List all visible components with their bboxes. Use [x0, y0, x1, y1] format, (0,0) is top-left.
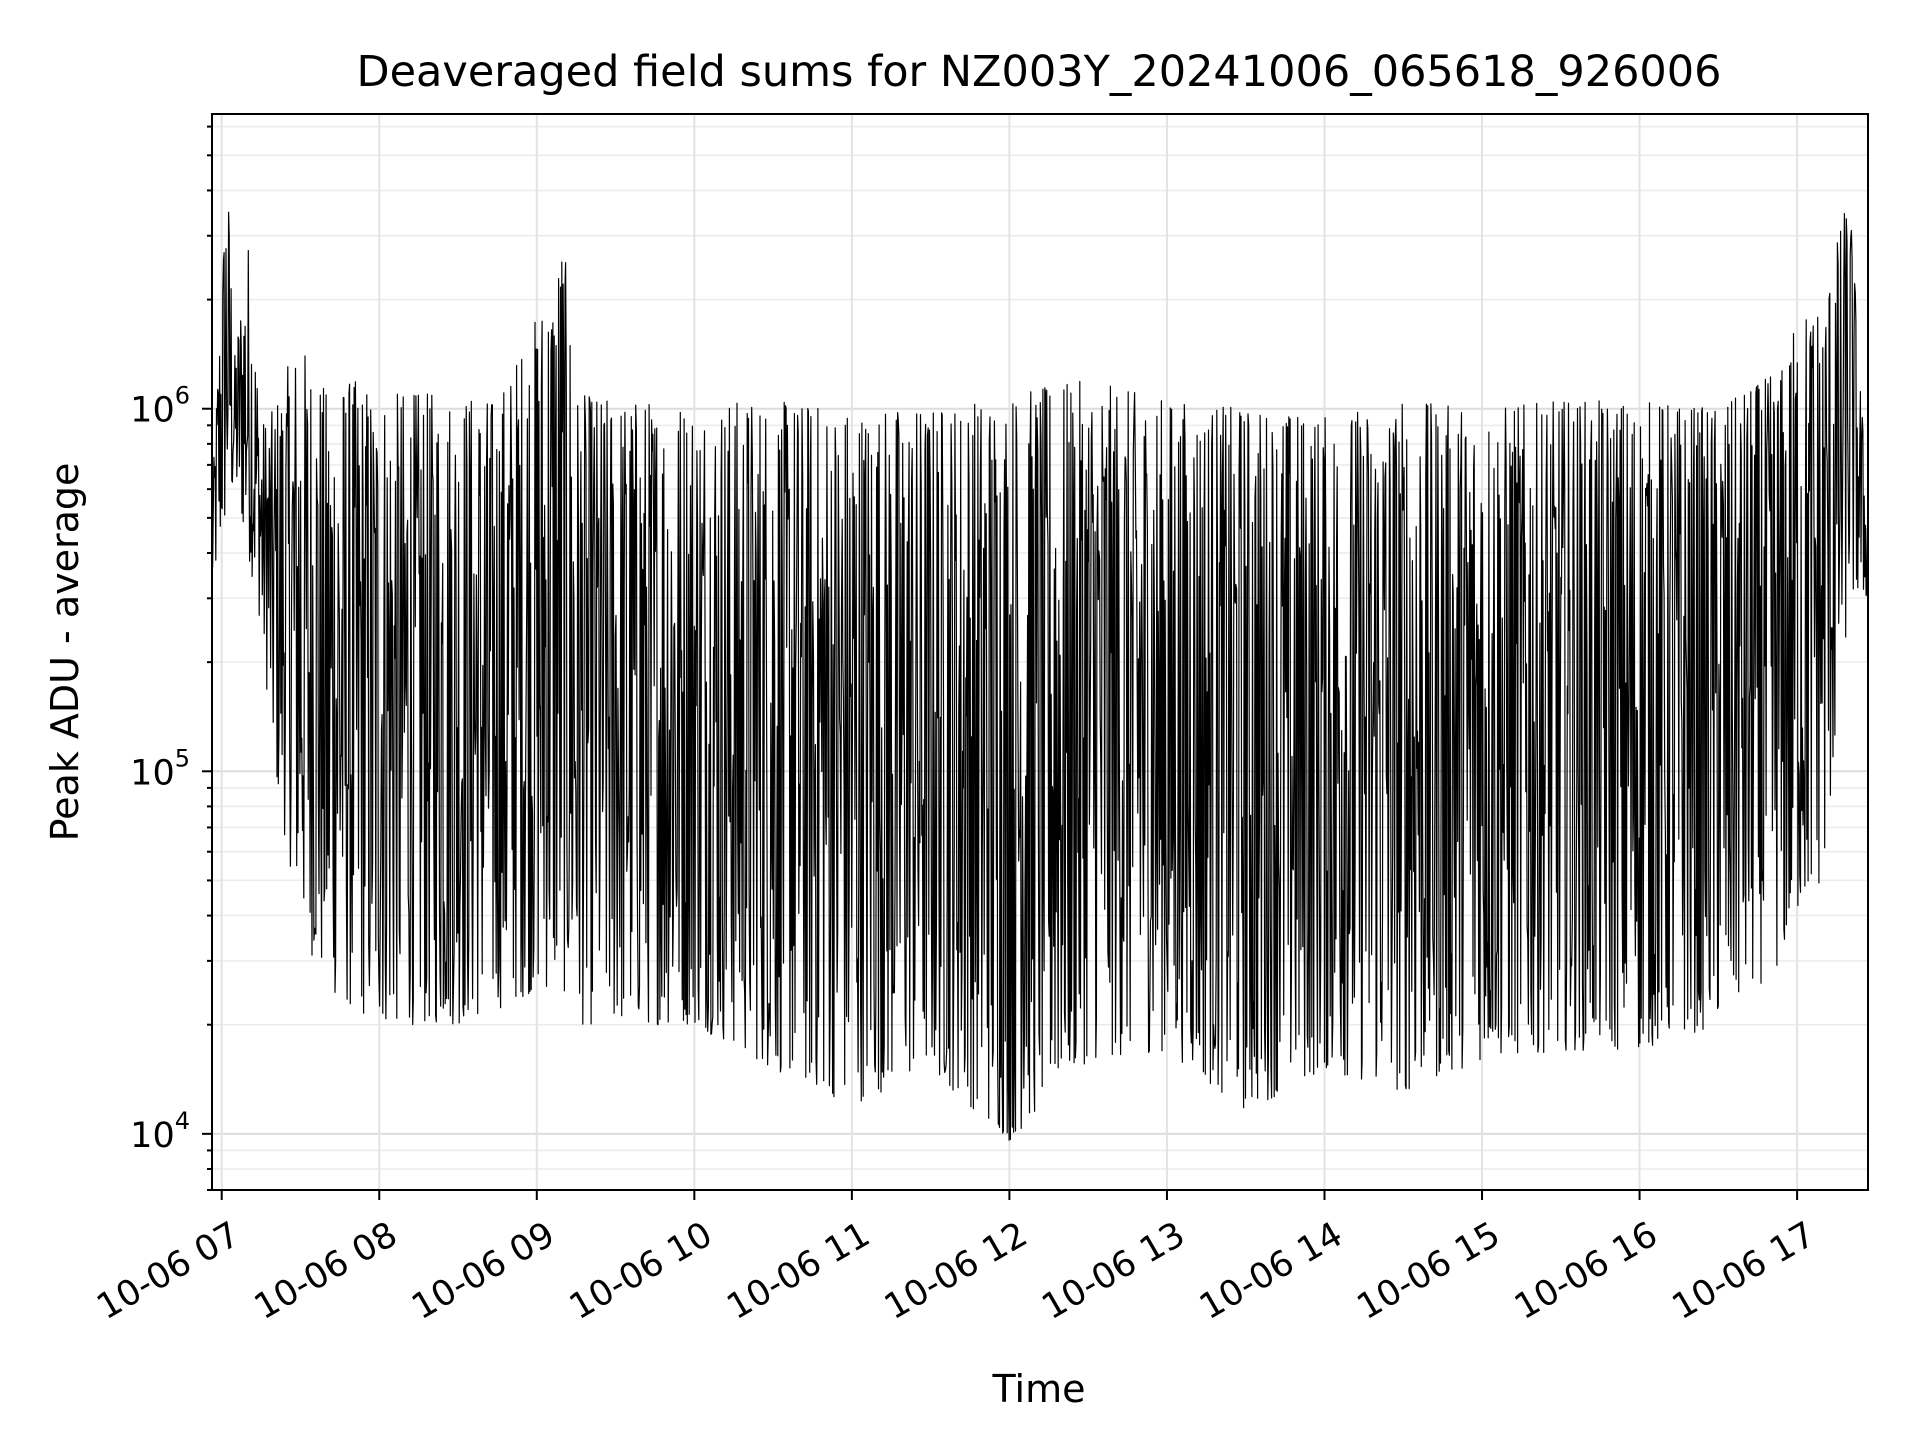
x-tick-label: 10-06 17 — [1666, 1215, 1822, 1328]
y-tick-label: 106 — [130, 382, 190, 431]
x-tick-label: 10-06 08 — [248, 1215, 404, 1328]
x-tick-label: 10-06 12 — [878, 1215, 1034, 1328]
plot-frame — [211, 113, 1869, 1191]
x-axis-label: Time — [992, 1367, 1086, 1411]
x-tick-label: 10-06 13 — [1036, 1215, 1192, 1328]
x-tick-label: 10-06 11 — [720, 1215, 876, 1328]
x-tick-label: 10-06 16 — [1508, 1215, 1664, 1328]
x-tick-label: 10-06 15 — [1351, 1215, 1507, 1328]
chart-title: Deaveraged field sums for NZ003Y_2024100… — [356, 47, 1721, 97]
y-axis: 104 105 106 — [130, 125, 212, 1191]
x-tick-label: 10-06 09 — [405, 1215, 561, 1328]
x-tick-label: 10-06 07 — [90, 1215, 246, 1328]
x-tick-label: 10-06 14 — [1193, 1215, 1349, 1328]
y-tick-label: 104 — [130, 1107, 190, 1156]
x-tick-label: 10-06 10 — [563, 1215, 719, 1328]
y-axis-label: Peak ADU - average — [43, 463, 87, 842]
series-line — [211, 211, 1869, 1141]
series-layer — [211, 211, 1869, 1141]
y-tick-label: 105 — [130, 744, 190, 793]
x-axis: 10-06 07 10-06 08 10-06 09 10-06 10 10-06 11… — [90, 1190, 1822, 1328]
